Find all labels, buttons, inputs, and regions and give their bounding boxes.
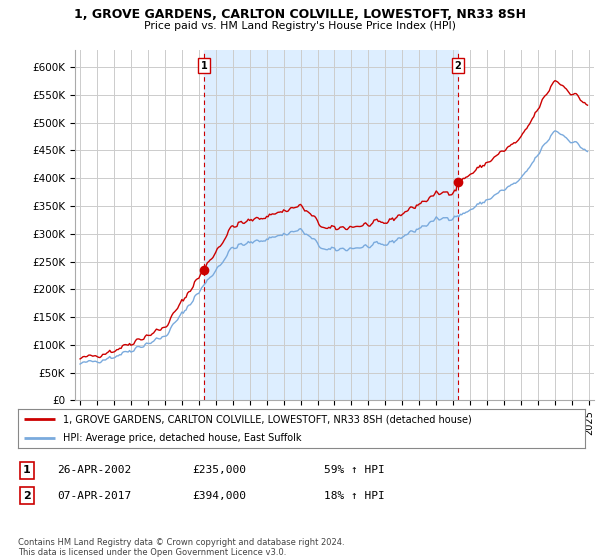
- Text: 1, GROVE GARDENS, CARLTON COLVILLE, LOWESTOFT, NR33 8SH: 1, GROVE GARDENS, CARLTON COLVILLE, LOWE…: [74, 8, 526, 21]
- Text: 18% ↑ HPI: 18% ↑ HPI: [324, 491, 385, 501]
- Text: £235,000: £235,000: [192, 465, 246, 475]
- Text: 2: 2: [454, 61, 461, 71]
- Text: 26-APR-2002: 26-APR-2002: [57, 465, 131, 475]
- Text: 1: 1: [23, 465, 31, 475]
- Text: 59% ↑ HPI: 59% ↑ HPI: [324, 465, 385, 475]
- Text: £394,000: £394,000: [192, 491, 246, 501]
- Text: HPI: Average price, detached house, East Suffolk: HPI: Average price, detached house, East…: [64, 433, 302, 443]
- Text: 1: 1: [201, 61, 208, 71]
- Text: 07-APR-2017: 07-APR-2017: [57, 491, 131, 501]
- Text: 2: 2: [23, 491, 31, 501]
- Text: Price paid vs. HM Land Registry's House Price Index (HPI): Price paid vs. HM Land Registry's House …: [144, 21, 456, 31]
- Bar: [204, 50, 458, 400]
- Text: Contains HM Land Registry data © Crown copyright and database right 2024.
This d: Contains HM Land Registry data © Crown c…: [18, 538, 344, 557]
- Text: 1, GROVE GARDENS, CARLTON COLVILLE, LOWESTOFT, NR33 8SH (detached house): 1, GROVE GARDENS, CARLTON COLVILLE, LOWE…: [64, 414, 472, 424]
